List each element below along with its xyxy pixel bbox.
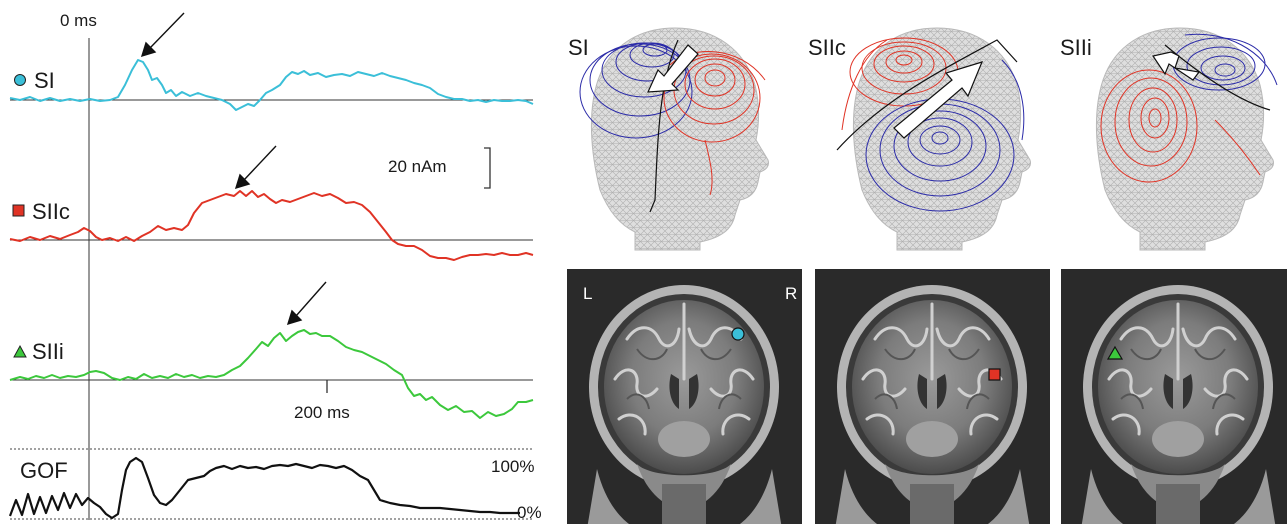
zero-time-label: 0 ms bbox=[60, 11, 97, 30]
gof-label: GOF bbox=[20, 458, 68, 483]
siic-peak-arrow bbox=[234, 145, 277, 190]
si-negative-contours bbox=[579, 42, 693, 139]
siic-map-label: SIIc bbox=[808, 35, 846, 60]
siic-zero-line bbox=[836, 39, 1018, 151]
source-waveform-panel: 0 ms 200 ms 20 nAm SI SIIc SIIi GOF 100%… bbox=[8, 11, 542, 522]
field-map-panel: SI SIIc bbox=[568, 27, 1278, 251]
time-tick-label: 200 ms bbox=[294, 403, 350, 422]
siii-map-label: SIIi bbox=[1060, 35, 1092, 60]
mri-panel: L R bbox=[565, 267, 1287, 524]
gof-curve bbox=[8, 456, 520, 520]
scale-bar-label: 20 nAm bbox=[388, 157, 447, 176]
si-marker-icon bbox=[14, 74, 26, 86]
siic-trace-label: SIIc bbox=[32, 199, 70, 224]
siic-dipole-arrow bbox=[893, 61, 984, 139]
gof-max-label: 100% bbox=[491, 457, 534, 476]
mri-left-label: L bbox=[583, 284, 592, 303]
siii-peak-arrow bbox=[286, 281, 327, 326]
si-source-marker-icon bbox=[731, 327, 745, 341]
si-zero-line bbox=[649, 39, 679, 213]
siii-zero-line bbox=[1164, 44, 1271, 111]
si-field-map: SI bbox=[568, 27, 770, 251]
siic-source-marker-icon bbox=[988, 368, 1001, 381]
siic-waveform bbox=[9, 190, 534, 261]
mri-slice-siii bbox=[1059, 267, 1287, 524]
siii-marker-icon bbox=[13, 344, 27, 358]
si-dipole-arrow bbox=[647, 44, 699, 93]
siii-dipole-arrow bbox=[1152, 51, 1201, 81]
si-waveform bbox=[9, 59, 534, 111]
siic-marker-icon bbox=[12, 204, 25, 217]
siii-trace-label: SIIi bbox=[32, 339, 64, 364]
si-peak-arrow bbox=[140, 12, 185, 58]
siii-waveform bbox=[9, 329, 534, 419]
siic-head-mesh bbox=[852, 27, 1032, 251]
siii-source-marker-icon bbox=[1106, 345, 1124, 360]
scale-bar bbox=[484, 147, 491, 189]
si-map-label: SI bbox=[568, 35, 589, 60]
mri-slice-si: L R bbox=[565, 267, 804, 524]
mri-slice-siic bbox=[813, 267, 1052, 524]
mri-right-label: R bbox=[785, 284, 797, 303]
siii-field-map: SIIi bbox=[1060, 27, 1278, 251]
siic-field-map: SIIc bbox=[808, 27, 1032, 251]
gof-min-label: 0% bbox=[517, 503, 542, 522]
siii-positive-contours bbox=[1100, 69, 1261, 183]
si-trace-label: SI bbox=[34, 68, 55, 93]
